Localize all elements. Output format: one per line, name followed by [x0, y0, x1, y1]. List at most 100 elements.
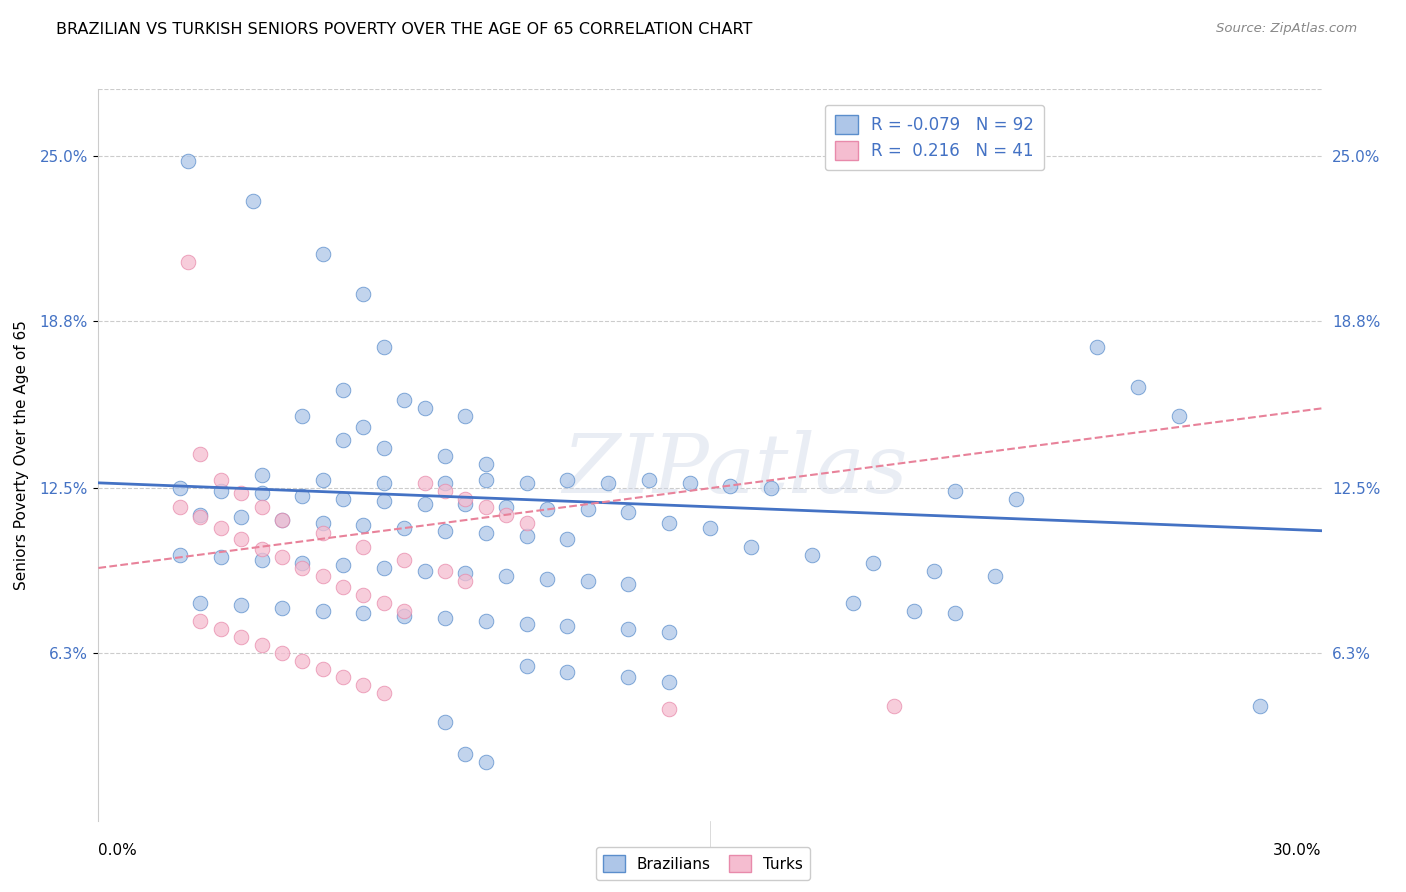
Point [209, 521, 232, 535]
Point [495, 569, 517, 583]
Point [454, 491, 477, 506]
Point [576, 574, 599, 589]
Point [312, 569, 335, 583]
Point [373, 561, 395, 575]
Point [557, 473, 579, 487]
Text: 30.0%: 30.0% [1274, 843, 1322, 858]
Point [373, 442, 395, 456]
Point [434, 715, 457, 730]
Point [392, 393, 416, 408]
Point [312, 526, 335, 541]
Point [1249, 699, 1271, 714]
Point [209, 622, 232, 636]
Point [270, 550, 294, 565]
Point [332, 670, 354, 684]
Point [862, 556, 884, 570]
Point [291, 409, 314, 424]
Point [312, 603, 335, 617]
Point [250, 500, 273, 514]
Point [373, 494, 395, 508]
Point [250, 553, 273, 567]
Point [291, 654, 314, 668]
Point [373, 475, 395, 490]
Point [250, 467, 273, 482]
Point [699, 521, 721, 535]
Point [557, 532, 579, 546]
Point [169, 548, 191, 562]
Point [373, 340, 395, 354]
Point [392, 603, 416, 617]
Point [617, 505, 640, 519]
Point [169, 500, 191, 514]
Point [557, 665, 579, 679]
Point [312, 247, 335, 261]
Point [231, 532, 253, 546]
Y-axis label: Seniors Poverty Over the Age of 65: Seniors Poverty Over the Age of 65 [14, 320, 28, 590]
Point [291, 556, 314, 570]
Point [516, 529, 538, 543]
Legend: R = -0.079   N = 92, R =  0.216   N = 41: R = -0.079 N = 92, R = 0.216 N = 41 [825, 105, 1045, 170]
Point [658, 675, 681, 690]
Point [658, 624, 681, 639]
Point [576, 502, 599, 516]
Point [188, 508, 212, 522]
Point [209, 483, 232, 498]
Point [392, 553, 416, 567]
Point [231, 598, 253, 612]
Point [270, 600, 294, 615]
Point [740, 540, 762, 554]
Point [516, 616, 538, 631]
Point [434, 475, 457, 490]
Point [454, 566, 477, 581]
Point [242, 194, 264, 208]
Point [516, 475, 538, 490]
Point [454, 747, 477, 761]
Point [617, 622, 640, 636]
Point [841, 595, 863, 609]
Point [1004, 491, 1026, 506]
Point [922, 564, 945, 578]
Point [270, 513, 294, 527]
Point [474, 500, 498, 514]
Point [209, 550, 232, 565]
Point [638, 473, 661, 487]
Point [169, 481, 191, 495]
Point [883, 699, 905, 714]
Text: 0.0%: 0.0% [98, 843, 138, 858]
Point [291, 489, 314, 503]
Point [474, 614, 498, 628]
Point [474, 473, 498, 487]
Point [177, 154, 200, 169]
Point [903, 603, 925, 617]
Point [209, 473, 232, 487]
Point [332, 434, 354, 448]
Point [312, 473, 335, 487]
Point [373, 595, 395, 609]
Point [352, 606, 374, 620]
Point [1085, 340, 1108, 354]
Legend: Brazilians, Turks: Brazilians, Turks [596, 847, 810, 880]
Text: ZIPatlas: ZIPatlas [562, 430, 907, 509]
Point [474, 457, 498, 471]
Point [943, 606, 966, 620]
Point [352, 518, 374, 533]
Point [801, 548, 824, 562]
Point [474, 755, 498, 769]
Point [392, 521, 416, 535]
Text: Source: ZipAtlas.com: Source: ZipAtlas.com [1216, 22, 1357, 36]
Point [231, 510, 253, 524]
Point [495, 500, 517, 514]
Point [454, 497, 477, 511]
Point [250, 542, 273, 557]
Point [231, 486, 253, 500]
Point [177, 255, 200, 269]
Point [598, 475, 620, 490]
Point [188, 447, 212, 461]
Point [352, 540, 374, 554]
Point [250, 638, 273, 652]
Point [720, 478, 742, 492]
Point [188, 510, 212, 524]
Point [332, 383, 354, 397]
Point [943, 483, 966, 498]
Point [984, 569, 1007, 583]
